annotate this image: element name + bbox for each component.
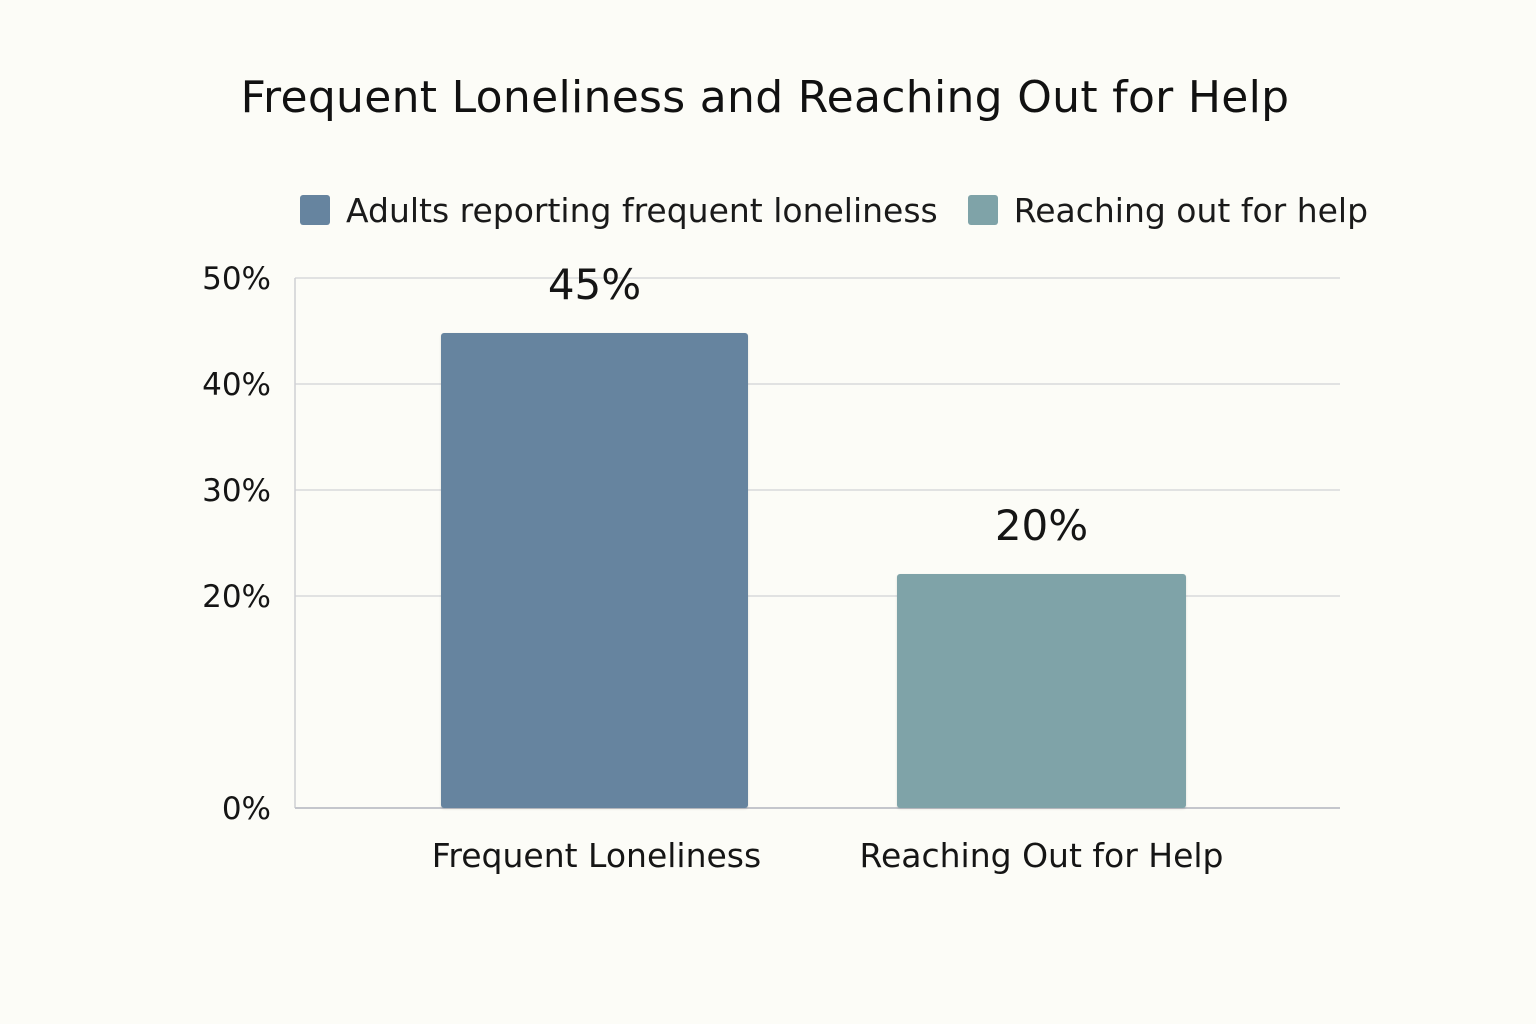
- legend-swatch-frequent-loneliness: [300, 195, 330, 225]
- y-tick-label: 40%: [202, 367, 271, 403]
- legend-swatch-reaching-out: [967, 195, 998, 225]
- y-tick-label: 0%: [222, 791, 271, 827]
- chart-legend: Adults reporting frequent loneliness Rea…: [300, 190, 1368, 230]
- bar-frequent-loneliness: [441, 333, 748, 808]
- legend-label-frequent-loneliness: Adults reporting frequent loneliness: [346, 190, 938, 230]
- x-category-label: Reaching Out for Help: [860, 836, 1224, 875]
- y-tick-label: 50%: [202, 261, 271, 297]
- data-label: 45%: [548, 260, 641, 309]
- bar-reaching-out-for-help: [897, 574, 1186, 808]
- data-label: 20%: [995, 501, 1088, 550]
- legend-item-reaching-out: Reaching out for help: [967, 190, 1369, 230]
- data-labels: 45% 20%: [548, 260, 1088, 550]
- legend-label-reaching-out: Reaching out for help: [1013, 190, 1369, 230]
- y-axis-ticks: 0% 20% 30% 40% 50%: [202, 261, 271, 827]
- x-category-label: Frequent Loneliness: [432, 836, 761, 875]
- bars: [441, 333, 1186, 808]
- x-axis-categories: Frequent Loneliness Reaching Out for Help: [432, 836, 1224, 875]
- y-tick-label: 30%: [202, 473, 271, 509]
- chart-title: Frequent Loneliness and Reaching Out for…: [240, 72, 1290, 123]
- y-tick-label: 20%: [202, 579, 271, 615]
- legend-item-frequent-loneliness: Adults reporting frequent loneliness: [300, 191, 938, 230]
